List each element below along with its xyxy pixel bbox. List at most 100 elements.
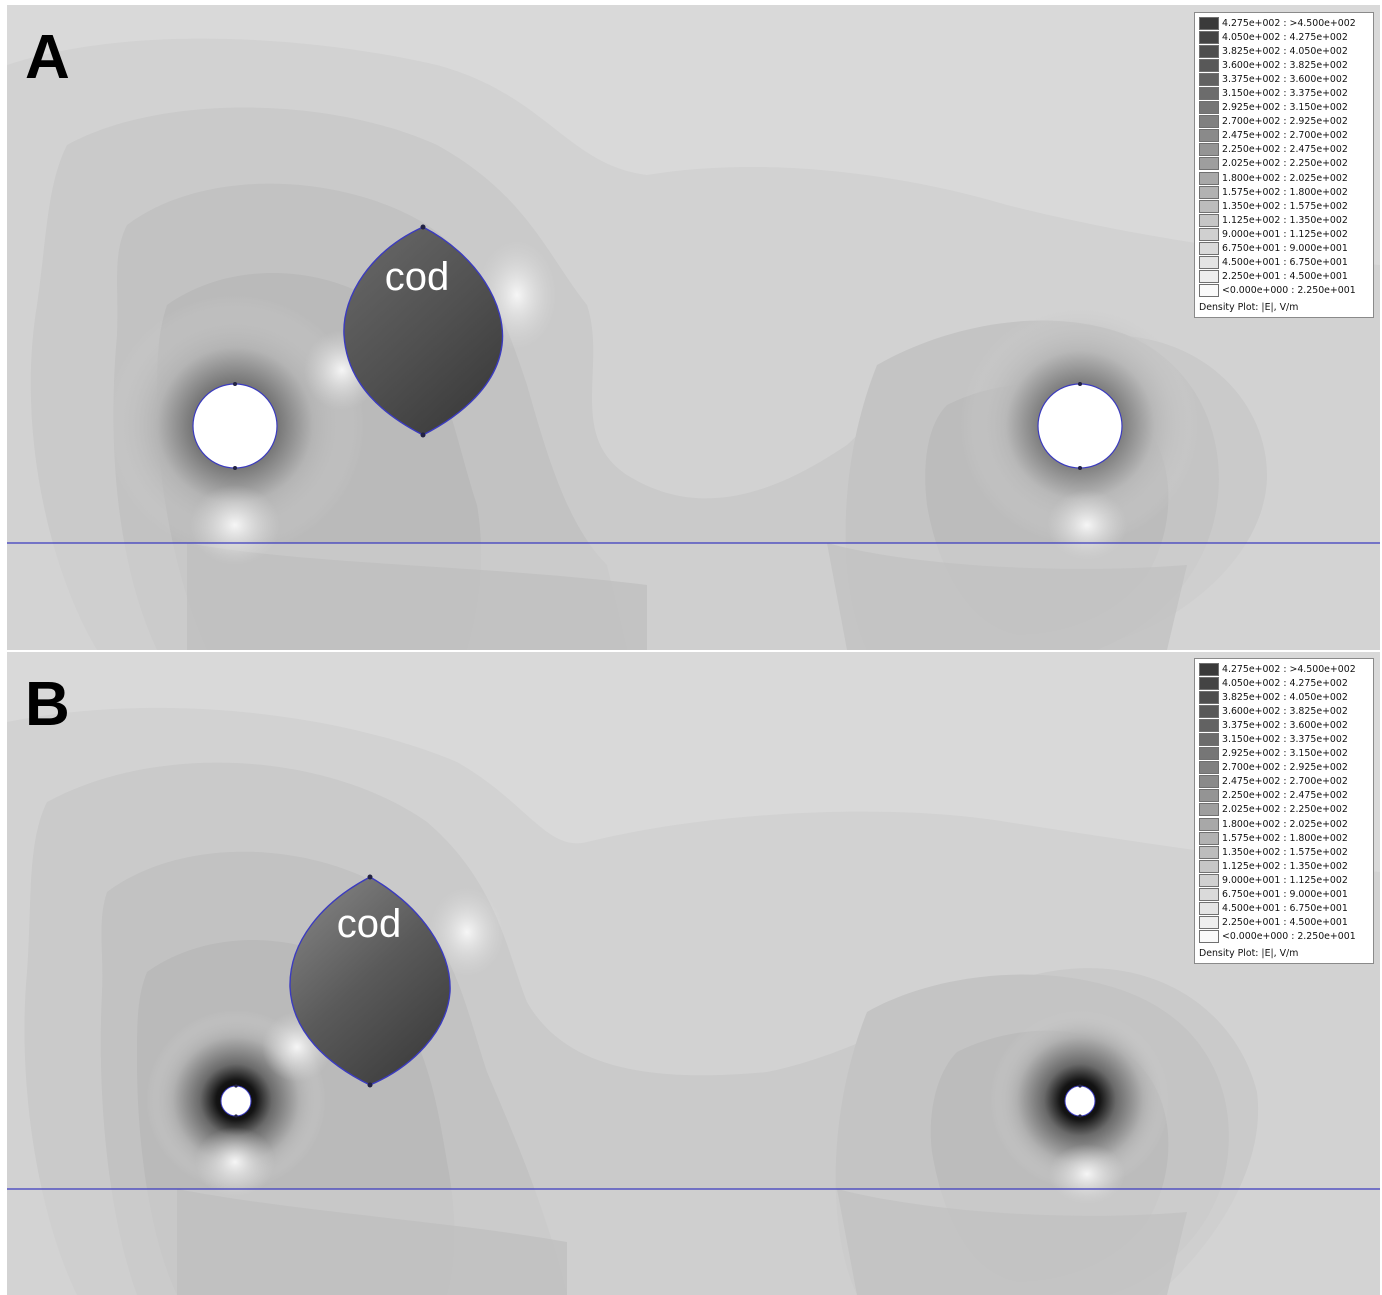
legend-swatch xyxy=(1199,284,1219,298)
legend-entry: 2.925e+002 : 3.150e+002 xyxy=(1199,747,1369,761)
legend-entry-label: 3.600e+002 : 3.825e+002 xyxy=(1222,59,1348,71)
legend-entry: 3.600e+002 : 3.825e+002 xyxy=(1199,704,1369,718)
legend-entry: 3.825e+002 : 4.050e+002 xyxy=(1199,690,1369,704)
legend-swatch xyxy=(1199,199,1219,213)
legend-entry: 6.750e+001 : 9.000e+001 xyxy=(1199,888,1369,902)
legend-entry: 1.575e+002 : 1.800e+002 xyxy=(1199,831,1369,845)
legend-entry-label: 2.925e+002 : 3.150e+002 xyxy=(1222,102,1348,114)
legend-swatch xyxy=(1199,817,1219,831)
legend-b: 4.275e+002 : >4.500e+002 4.050e+002 : 4.2… xyxy=(1194,658,1374,964)
legend-entry-label: 1.800e+002 : 2.025e+002 xyxy=(1222,172,1348,184)
legend-swatch xyxy=(1199,859,1219,873)
legend-entry: 4.500e+001 : 6.750e+001 xyxy=(1199,256,1369,270)
panel-a: cod A 4.275e+002 : >4.500e+002 4.050e+002… xyxy=(7,5,1380,650)
legend-swatch xyxy=(1199,115,1219,129)
legend-entry-label: 2.025e+002 : 2.250e+002 xyxy=(1222,158,1348,170)
legend-entry: 2.475e+002 : 2.700e+002 xyxy=(1199,129,1369,143)
legend-swatch xyxy=(1199,256,1219,270)
legend-swatch xyxy=(1199,270,1219,284)
legend-swatch xyxy=(1199,902,1219,916)
legend-swatch xyxy=(1199,789,1219,803)
legend-a: 4.275e+002 : >4.500e+002 4.050e+002 : 4.2… xyxy=(1194,12,1374,318)
legend-entry: 2.700e+002 : 2.925e+002 xyxy=(1199,761,1369,775)
legend-entry-label: 2.250e+002 : 2.475e+002 xyxy=(1222,144,1348,156)
legend-swatch xyxy=(1199,157,1219,171)
legend-entry: <0.000e+000 : 2.250e+001 xyxy=(1199,930,1369,944)
legend-entry: 4.500e+001 : 6.750e+001 xyxy=(1199,902,1369,916)
legend-entry: 4.275e+002 : >4.500e+002 xyxy=(1199,662,1369,676)
legend-swatch xyxy=(1199,803,1219,817)
legend-swatch xyxy=(1199,227,1219,241)
electrode-left-a xyxy=(192,383,278,469)
legend-swatch xyxy=(1199,690,1219,704)
legend-entry: 2.250e+002 : 2.475e+002 xyxy=(1199,789,1369,803)
legend-entry-label: 3.825e+002 : 4.050e+002 xyxy=(1222,691,1348,703)
electrode-right-a xyxy=(1037,383,1123,469)
legend-entry-label: 2.025e+002 : 2.250e+002 xyxy=(1222,804,1348,816)
field-plot-a: cod xyxy=(7,5,1380,650)
legend-entry-label: 1.125e+002 : 1.350e+002 xyxy=(1222,860,1348,872)
legend-entry-label: 2.475e+002 : 2.700e+002 xyxy=(1222,776,1348,788)
legend-swatch xyxy=(1199,662,1219,676)
legend-entry-label: 1.350e+002 : 1.575e+002 xyxy=(1222,846,1348,858)
legend-entry-label: 1.800e+002 : 2.025e+002 xyxy=(1222,818,1348,830)
legend-entry: 1.800e+002 : 2.025e+002 xyxy=(1199,171,1369,185)
legend-entry: 3.600e+002 : 3.825e+002 xyxy=(1199,58,1369,72)
legend-entry-label: 9.000e+001 : 1.125e+002 xyxy=(1222,228,1348,240)
legend-swatch xyxy=(1199,676,1219,690)
legend-entry-label: 9.000e+001 : 1.125e+002 xyxy=(1222,874,1348,886)
panel-letter-a: A xyxy=(25,23,70,92)
legend-entry: 4.050e+002 : 4.275e+002 xyxy=(1199,30,1369,44)
legend-entry: 9.000e+001 : 1.125e+002 xyxy=(1199,227,1369,241)
legend-swatch xyxy=(1199,87,1219,101)
legend-swatch xyxy=(1199,733,1219,747)
legend-swatch xyxy=(1199,72,1219,86)
legend-swatch xyxy=(1199,171,1219,185)
legend-swatch xyxy=(1199,30,1219,44)
legend-entry-label: <0.000e+000 : 2.250e+001 xyxy=(1222,931,1356,943)
legend-entry-label: 2.700e+002 : 2.925e+002 xyxy=(1222,762,1348,774)
legend-entry: 4.050e+002 : 4.275e+002 xyxy=(1199,676,1369,690)
legend-swatch xyxy=(1199,916,1219,930)
legend-entry-label: 6.750e+001 : 9.000e+001 xyxy=(1222,889,1348,901)
legend-entry-label: <0.000e+000 : 2.250e+001 xyxy=(1222,285,1356,297)
legend-entry: 3.375e+002 : 3.600e+002 xyxy=(1199,718,1369,732)
legend-entry: 4.275e+002 : >4.500e+002 xyxy=(1199,16,1369,30)
legend-swatch xyxy=(1199,718,1219,732)
legend-entry-label: 3.375e+002 : 3.600e+002 xyxy=(1222,73,1348,85)
legend-caption-a: Density Plot: |E|, V/m xyxy=(1199,301,1299,313)
legend-rows-a: 4.275e+002 : >4.500e+002 4.050e+002 : 4.2… xyxy=(1199,16,1369,298)
legend-entry: 1.125e+002 : 1.350e+002 xyxy=(1199,859,1369,873)
legend-entry: 2.250e+001 : 4.500e+001 xyxy=(1199,916,1369,930)
legend-swatch xyxy=(1199,143,1219,157)
legend-entry: 3.150e+002 : 3.375e+002 xyxy=(1199,86,1369,101)
legend-entry: 2.925e+002 : 3.150e+002 xyxy=(1199,101,1369,115)
legend-swatch xyxy=(1199,101,1219,115)
legend-swatch xyxy=(1199,44,1219,58)
legend-swatch xyxy=(1199,845,1219,859)
legend-entry: 2.700e+002 : 2.925e+002 xyxy=(1199,115,1369,129)
legend-entry: 2.475e+002 : 2.700e+002 xyxy=(1199,775,1369,789)
legend-entry-label: 4.275e+002 : >4.500e+002 xyxy=(1222,17,1356,29)
legend-entry: <0.000e+000 : 2.250e+001 xyxy=(1199,284,1369,298)
legend-swatch xyxy=(1199,930,1219,944)
legend-entry-label: 6.750e+001 : 9.000e+001 xyxy=(1222,243,1348,255)
legend-swatch xyxy=(1199,185,1219,199)
legend-swatch xyxy=(1199,775,1219,789)
legend-entry: 3.825e+002 : 4.050e+002 xyxy=(1199,44,1369,58)
legend-entry: 2.025e+002 : 2.250e+002 xyxy=(1199,803,1369,817)
legend-entry: 1.350e+002 : 1.575e+002 xyxy=(1199,845,1369,859)
legend-entry: 2.025e+002 : 2.250e+002 xyxy=(1199,157,1369,171)
legend-swatch xyxy=(1199,831,1219,845)
legend-entry: 6.750e+001 : 9.000e+001 xyxy=(1199,242,1369,256)
legend-entry-label: 2.250e+002 : 2.475e+002 xyxy=(1222,790,1348,802)
legend-entry-label: 4.050e+002 : 4.275e+002 xyxy=(1222,31,1348,43)
fish-label-a: cod xyxy=(385,255,450,299)
legend-entry-label: 4.050e+002 : 4.275e+002 xyxy=(1222,677,1348,689)
legend-swatch xyxy=(1199,58,1219,72)
legend-swatch xyxy=(1199,888,1219,902)
legend-entry-label: 4.500e+001 : 6.750e+001 xyxy=(1222,903,1348,915)
legend-entry-label: 2.925e+002 : 3.150e+002 xyxy=(1222,748,1348,760)
legend-entry-label: 2.475e+002 : 2.700e+002 xyxy=(1222,130,1348,142)
legend-entry-label: 3.600e+002 : 3.825e+002 xyxy=(1222,705,1348,717)
